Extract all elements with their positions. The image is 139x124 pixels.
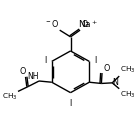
Text: NH: NH — [27, 72, 39, 81]
Text: O: O — [81, 20, 87, 29]
Text: I: I — [69, 99, 72, 108]
Text: O: O — [19, 67, 25, 76]
Text: CH$_3$: CH$_3$ — [120, 89, 136, 100]
Text: Na$^+$: Na$^+$ — [78, 19, 98, 31]
Text: CH$_3$: CH$_3$ — [120, 65, 136, 76]
Text: I: I — [95, 56, 97, 65]
Text: N: N — [113, 78, 119, 87]
Text: $^-$O: $^-$O — [44, 18, 59, 29]
Text: CH$_3$: CH$_3$ — [2, 92, 17, 102]
Text: O: O — [103, 63, 110, 73]
Text: I: I — [44, 56, 46, 65]
